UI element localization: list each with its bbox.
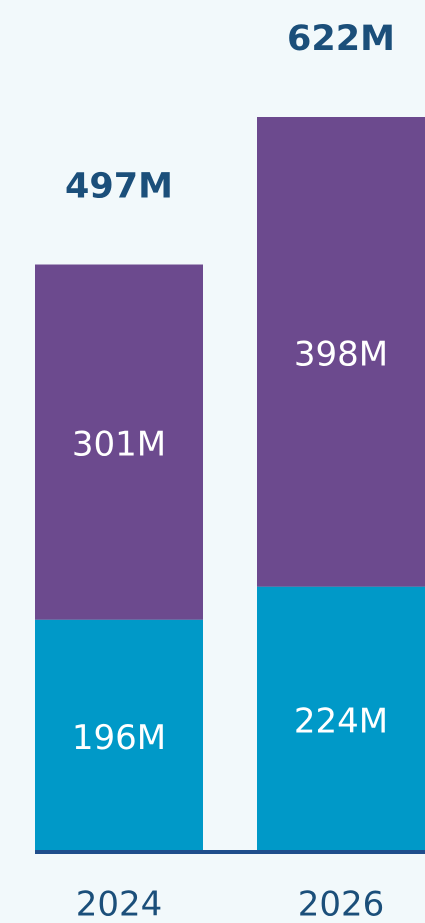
bar-segment: [35, 264, 203, 620]
x-tick-label: 2024: [76, 885, 163, 923]
segment-label: 398M: [294, 334, 388, 374]
total-label: 622M: [287, 19, 395, 59]
bar-segment: [257, 117, 425, 587]
segment-label: 224M: [294, 701, 388, 741]
bar-segment: [35, 619, 203, 851]
total-label: 497M: [65, 167, 173, 207]
x-tick-label: 2026: [298, 885, 385, 923]
segment-label: 196M: [72, 718, 166, 758]
segment-label: 301M: [72, 425, 166, 465]
bar-segment: [257, 586, 425, 851]
